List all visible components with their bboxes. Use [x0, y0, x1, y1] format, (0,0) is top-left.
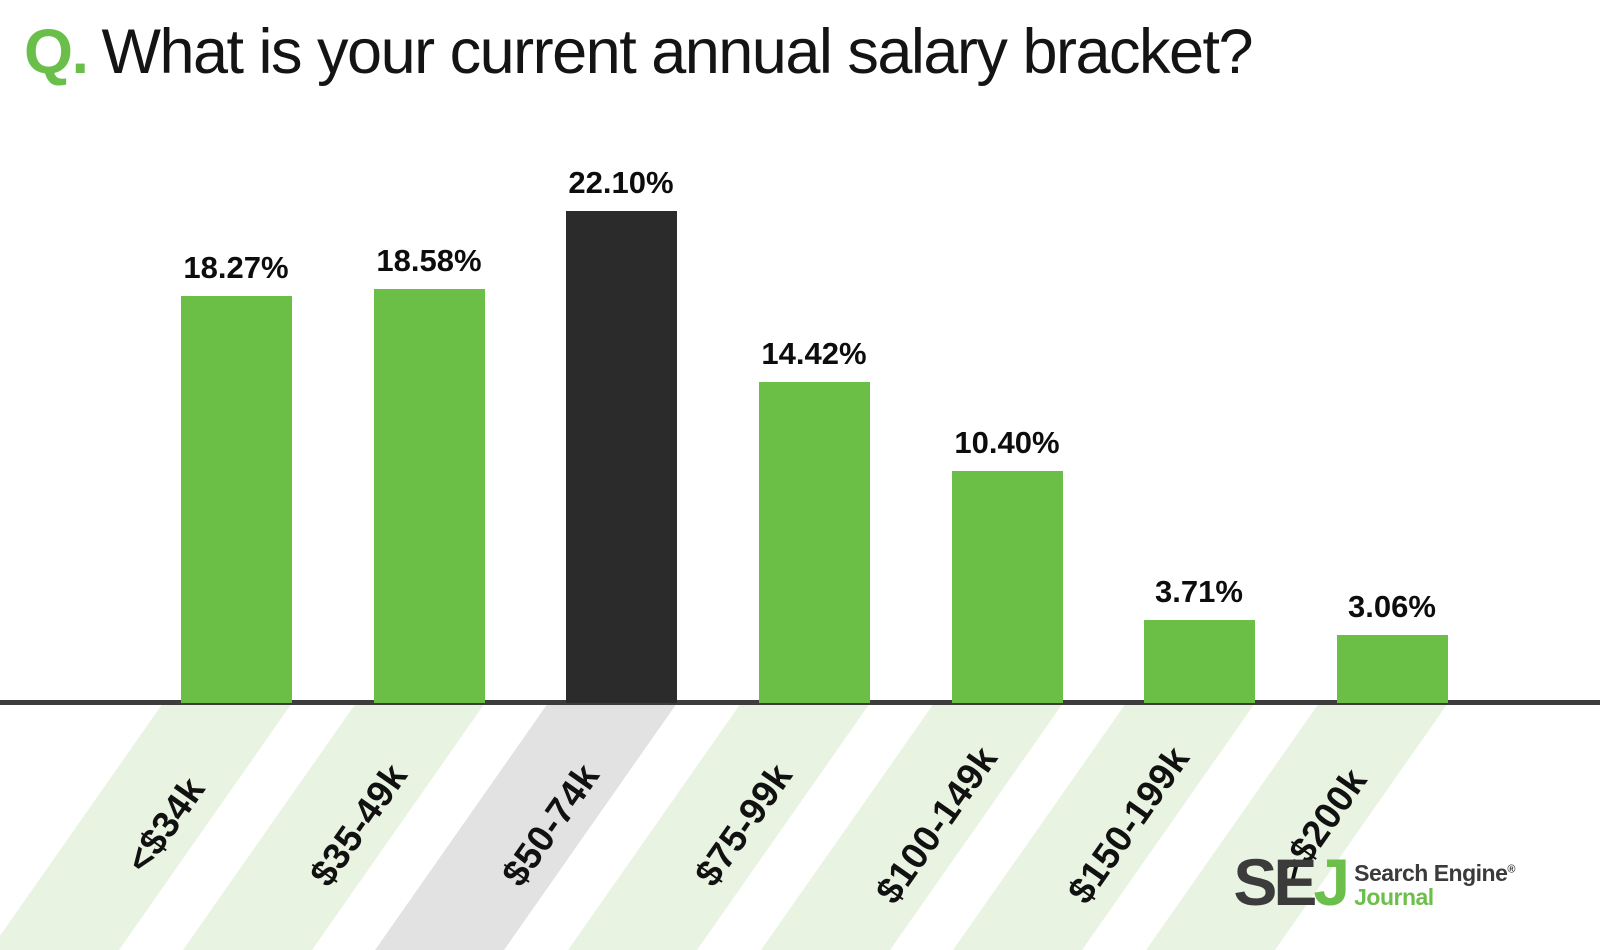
bar-value-label: 18.27% [183, 250, 289, 286]
bar-value-label: 3.06% [1348, 588, 1436, 624]
bar-value-label: 18.58% [376, 243, 482, 279]
logo-search-engine: Search Engine® [1354, 861, 1515, 885]
bar [1336, 634, 1448, 703]
sej-logo-text: Search Engine® Journal [1354, 851, 1515, 909]
bar-value-label: 22.10% [568, 165, 674, 201]
logo-name-line1: Search Engine [1354, 860, 1508, 886]
bar [373, 289, 485, 703]
bar [565, 211, 677, 703]
question-prefix: Q. [24, 17, 89, 87]
sej-logo: SEJ Search Engine® Journal [1233, 849, 1515, 915]
question-text: What is your current annual salary brack… [101, 17, 1254, 87]
sej-logo-mark: SEJ [1233, 849, 1350, 915]
bar-value-label: 14.42% [761, 336, 867, 371]
logo-j-letter: J [1313, 845, 1350, 919]
chart-title: Q. What is your current annual salary bra… [24, 17, 1254, 87]
bar [1143, 620, 1255, 703]
logo-journal: Journal [1354, 884, 1434, 911]
bar [758, 382, 870, 703]
bar [180, 296, 292, 703]
bar [951, 471, 1063, 703]
logo-se-letters: SE [1233, 845, 1317, 919]
registered-mark: ® [1507, 863, 1515, 876]
bar-value-label: 3.71% [1155, 574, 1243, 610]
bar-value-label: 10.40% [954, 425, 1060, 461]
